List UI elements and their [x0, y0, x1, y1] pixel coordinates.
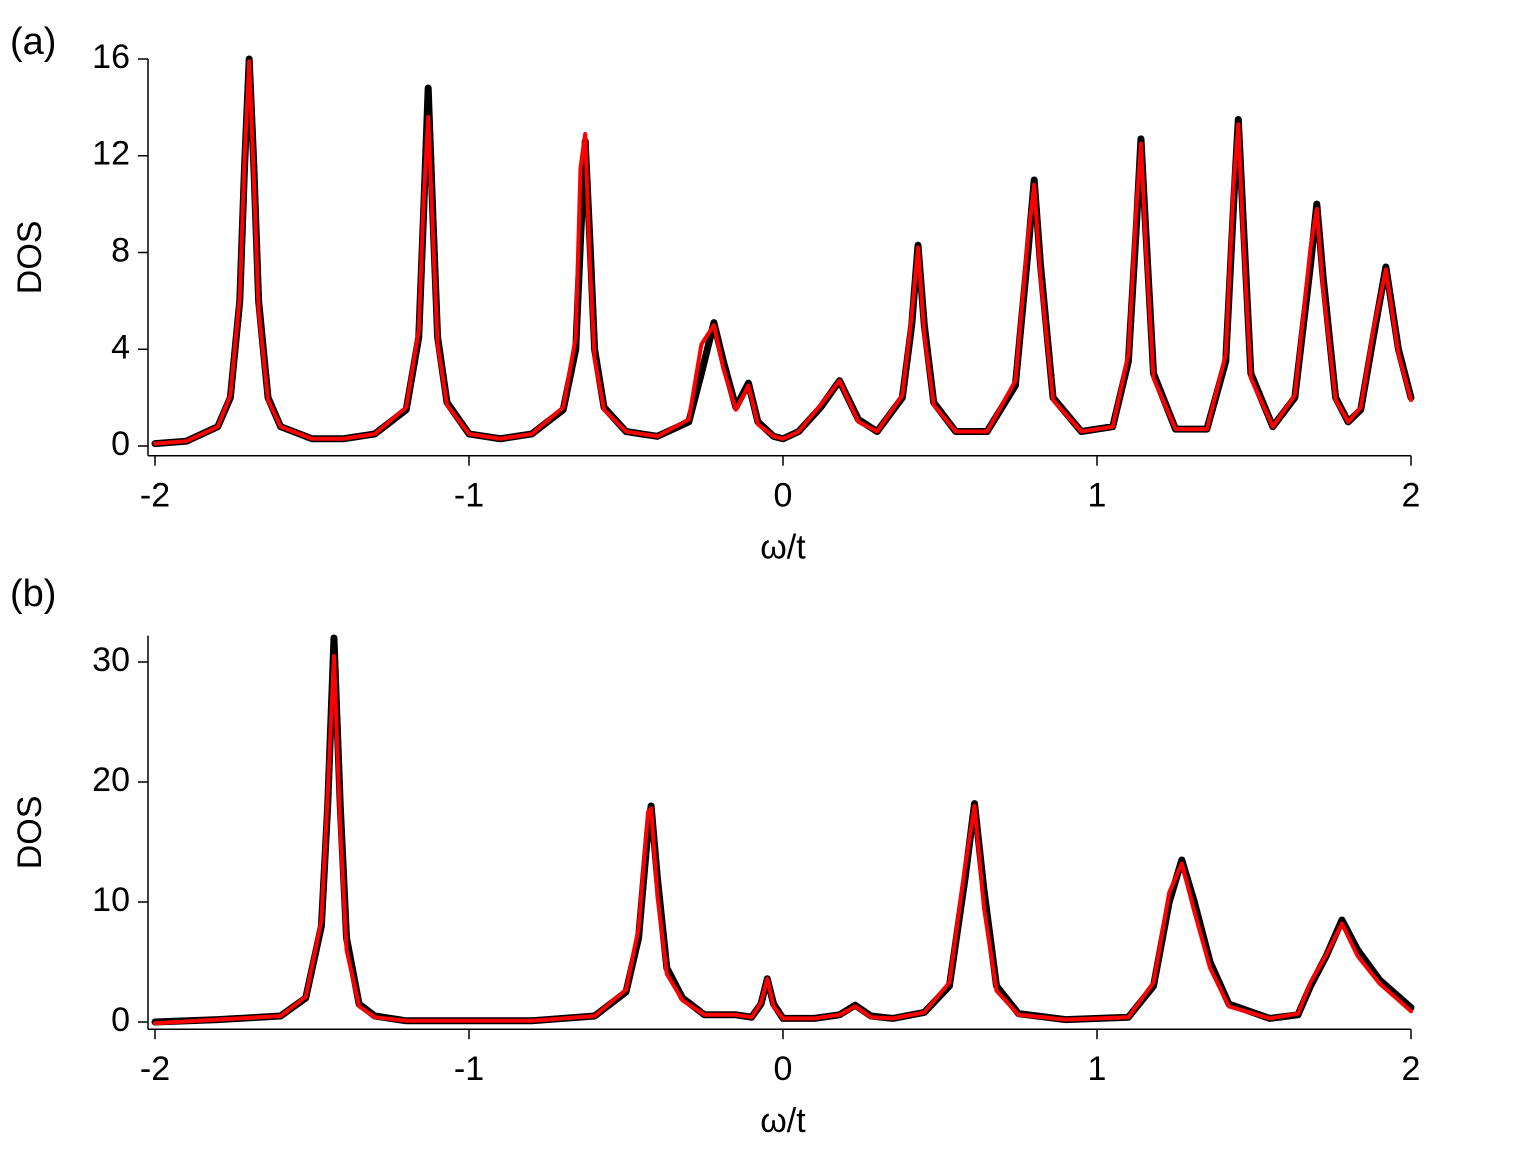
panel-label: (b) — [10, 573, 56, 615]
y-tick-label: 0 — [111, 1001, 130, 1039]
x-tick-label: 0 — [774, 477, 793, 515]
x-tick-label: 1 — [1088, 477, 1107, 515]
x-tick-label: -2 — [140, 1050, 170, 1088]
x-tick-label: 2 — [1402, 477, 1421, 515]
series-line — [151, 634, 1415, 1026]
panel-label: (a) — [10, 21, 56, 63]
y-tick-label: 16 — [92, 38, 130, 76]
x-tick-label: -2 — [140, 477, 170, 515]
y-tick-label: 0 — [111, 425, 130, 463]
series-line — [153, 59, 1413, 446]
y-tick-label: 4 — [111, 328, 130, 366]
x-tick-label: 1 — [1088, 1050, 1107, 1088]
y-tick-label: 8 — [111, 231, 130, 269]
x-tick-label: -1 — [454, 1050, 484, 1088]
x-tick-label: 2 — [1402, 1050, 1421, 1088]
x-tick-label: -1 — [454, 477, 484, 515]
x-axis-label: ω/t — [760, 1102, 806, 1140]
y-tick-label: 10 — [92, 881, 130, 919]
y-tick-label: 30 — [92, 641, 130, 679]
y-tick-label: 20 — [92, 761, 130, 799]
series-line — [153, 654, 1413, 1026]
y-axis-label: DOS — [11, 221, 49, 295]
y-axis-label: DOS — [11, 796, 49, 870]
series-line — [151, 55, 1415, 448]
y-tick-label: 12 — [92, 135, 130, 173]
x-tick-label: 0 — [774, 1050, 793, 1088]
x-axis-label: ω/t — [760, 529, 806, 567]
